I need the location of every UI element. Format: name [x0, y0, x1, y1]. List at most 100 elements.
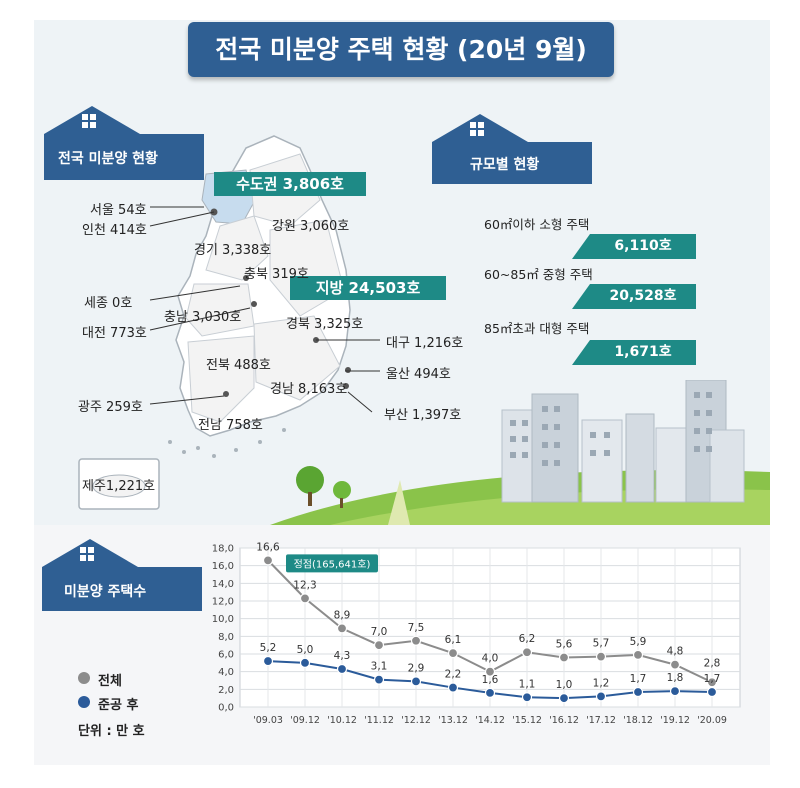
x-tick-label: '15.12: [512, 715, 542, 726]
y-tick-label: 16,0: [212, 561, 234, 572]
data-label-completed: 2,9: [408, 662, 425, 674]
data-label-completed: 5,0: [297, 644, 314, 656]
data-point-completed: [447, 682, 459, 693]
data-point-total: [299, 593, 311, 604]
data-label-total: 2,8: [704, 657, 721, 669]
data-label-total: 12,3: [293, 579, 316, 591]
data-label-total: 16,6: [256, 541, 280, 553]
data-point-completed: [299, 657, 311, 668]
legend-label-total: 전체: [98, 674, 122, 689]
size-label-large: 85㎡초과 대형 주택: [484, 321, 590, 336]
capital-area-total: 수도권 3,806호: [214, 172, 366, 196]
x-tick-label: '09.03: [253, 715, 283, 726]
data-label-total: 4,0: [482, 653, 499, 665]
region-label-gyeongnam: 경남 8,163호: [270, 382, 348, 397]
legend-label-completed: 준공 후: [98, 698, 139, 713]
jeju-island-icon: [78, 458, 160, 510]
data-point-total: [558, 652, 570, 663]
peak-annotation-label: 정점(165,641호): [294, 558, 371, 570]
data-label-completed: 1,6: [482, 674, 499, 686]
data-point-total: [521, 647, 533, 658]
data-point-completed: [410, 676, 422, 687]
data-point-completed: [521, 692, 533, 703]
legend-marker-total: [78, 672, 90, 684]
size-label-medium: 60~85㎡ 중형 주택: [484, 267, 593, 282]
unit-label: 단위 : 만 호: [78, 724, 145, 739]
x-tick-label: '17.12: [586, 715, 616, 726]
data-label-completed: 1,7: [704, 673, 721, 685]
data-point-completed: [632, 686, 644, 698]
main-title: 전국 미분양 주택 현황 (20년 9월): [188, 22, 614, 77]
x-tick-label: '20.09: [697, 715, 727, 726]
region-label-gyeongbuk: 경북 3,325호: [286, 317, 364, 332]
data-label-total: 8,9: [334, 609, 351, 621]
house-tab-icon: [432, 114, 592, 184]
x-tick-label: '13.12: [438, 715, 468, 726]
size-value-medium: 20,528호: [590, 284, 696, 309]
size-value-small: 6,110호: [590, 234, 696, 259]
data-point-completed: [373, 674, 385, 685]
data-label-total: 7,5: [408, 622, 425, 634]
y-tick-label: 2,0: [218, 685, 234, 696]
map-tab-label: 전국 미분양 현황: [58, 151, 158, 167]
regional-total: 지방 24,503호: [290, 276, 446, 300]
data-label-completed: 5,2: [260, 642, 277, 654]
data-point-completed: [669, 685, 681, 697]
chart-tab-label: 미분양 주택수: [64, 584, 147, 600]
x-tick-label: '18.12: [623, 715, 653, 726]
legend-marker-completed: [78, 696, 90, 708]
house-tab-icon: [42, 539, 202, 611]
y-tick-label: 0,0: [218, 703, 234, 714]
data-label-completed: 1,0: [556, 679, 573, 691]
data-point-completed: [336, 663, 348, 675]
data-label-completed: 1,1: [519, 678, 536, 690]
data-label-completed: 1,7: [630, 673, 647, 685]
data-point-completed: [706, 686, 718, 698]
data-point-total: [447, 648, 459, 659]
data-point-total: [706, 677, 718, 688]
y-tick-label: 12,0: [212, 597, 234, 608]
size-box-tabs: [572, 234, 590, 365]
region-label-seoul: 서울 54호: [90, 203, 147, 218]
region-label-jeonbuk: 전북 488호: [206, 358, 271, 373]
x-tick-label: '09.12: [290, 715, 320, 726]
data-point-total: [410, 635, 422, 646]
data-point-total: [373, 640, 385, 651]
region-label-gwangju: 광주 259호: [78, 400, 143, 415]
y-tick-label: 14,0: [212, 579, 234, 590]
region-label-gyeonggi: 경기 3,338호: [194, 243, 272, 258]
data-label-total: 6,2: [519, 633, 536, 645]
data-point-total: [669, 659, 681, 670]
region-label-jeonnam: 전남 758호: [198, 418, 263, 433]
map-section-tab: 전국 미분양 현황: [44, 102, 204, 182]
city-illustration-icon: [270, 380, 770, 525]
size-section-tab: 규모별 현황: [432, 110, 592, 186]
data-label-total: 5,6: [556, 639, 573, 651]
data-label-completed: 1,2: [593, 677, 610, 689]
x-tick-label: '16.12: [549, 715, 579, 726]
region-label-incheon: 인천 414호: [82, 223, 147, 238]
data-label-completed: 3,1: [371, 661, 388, 673]
y-tick-label: 8,0: [218, 632, 234, 643]
size-label-small: 60㎡이하 소형 주택: [484, 217, 590, 232]
x-tick-label: '11.12: [364, 715, 394, 726]
data-label-total: 5,9: [630, 636, 647, 648]
region-label-chungbuk: 충북 319호: [244, 267, 309, 282]
data-point-total: [632, 649, 644, 660]
data-point-total: [484, 666, 496, 677]
region-label-chungnam: 충남 3,030호: [164, 310, 242, 325]
data-point-total: [595, 651, 607, 662]
peak-annotation-box: [286, 554, 378, 573]
region-label-ulsan: 울산 494호: [386, 367, 451, 382]
data-point-completed: [484, 687, 496, 698]
data-point-completed: [558, 693, 570, 704]
region-label-sejong: 세종 0호: [84, 296, 133, 311]
data-point-completed: [262, 655, 274, 667]
data-label-total: 7,0: [371, 626, 388, 638]
region-label-daejeon: 대전 773호: [82, 326, 147, 341]
y-tick-label: 4,0: [218, 667, 234, 678]
chart-section-tab: 미분양 주택수: [42, 535, 202, 613]
